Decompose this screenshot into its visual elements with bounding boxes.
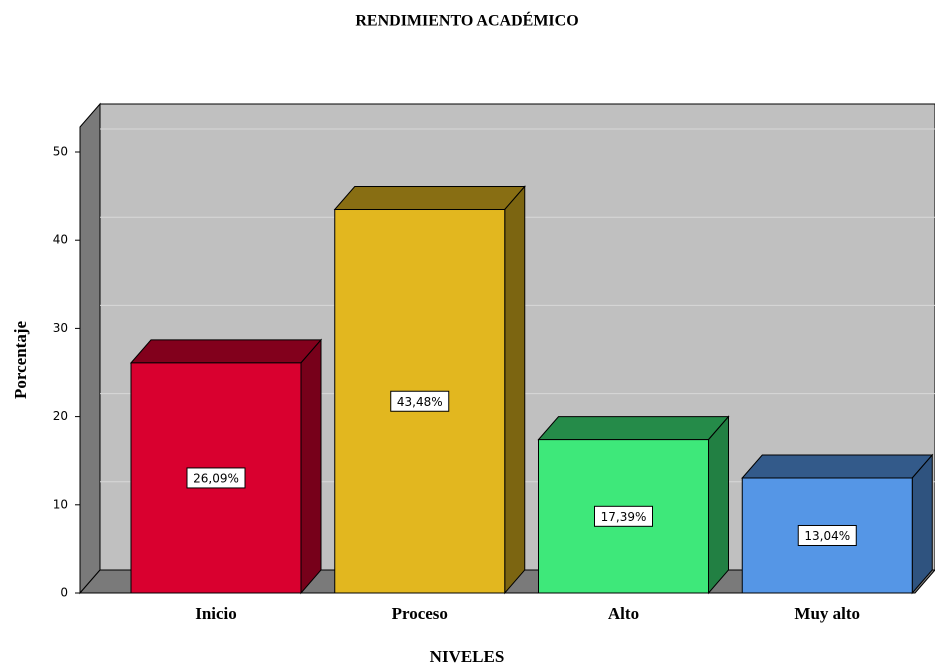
side-wall — [79, 102, 101, 595]
bar-side — [504, 185, 526, 595]
bar-top — [129, 339, 323, 364]
bar-top — [333, 186, 526, 211]
bar-side — [911, 453, 933, 595]
value-label: 13,04% — [804, 529, 850, 543]
value-label-box — [797, 524, 857, 546]
x-tick-label: Muy alto — [794, 604, 860, 623]
bar-top — [741, 454, 934, 479]
x-tick-label: Proceso — [392, 604, 448, 623]
y-axis-label: Porcentaje — [11, 321, 30, 399]
value-label-box — [594, 505, 653, 527]
value-label-box — [390, 390, 450, 412]
bar-side — [708, 415, 729, 595]
y-tick-label: 10 — [53, 497, 68, 511]
x-axis-label: NIVELES — [430, 647, 505, 666]
value-label: 43,48% — [397, 395, 443, 409]
y-tick-label: 30 — [53, 321, 68, 335]
y-tick-label: 0 — [60, 586, 68, 600]
value-label: 26,09% — [193, 471, 239, 485]
x-tick-label: Inicio — [195, 604, 237, 623]
x-tick-label: Alto — [608, 604, 639, 623]
value-label: 17,39% — [601, 510, 647, 524]
bar-side — [300, 338, 322, 595]
y-tick-label: 20 — [53, 409, 68, 423]
bar-top — [537, 416, 730, 441]
y-tick-label: 40 — [53, 233, 68, 247]
value-label-box — [186, 467, 246, 489]
y-tick-label: 50 — [53, 145, 68, 159]
chart-title: RENDIMIENTO ACADÉMICO — [355, 11, 578, 30]
